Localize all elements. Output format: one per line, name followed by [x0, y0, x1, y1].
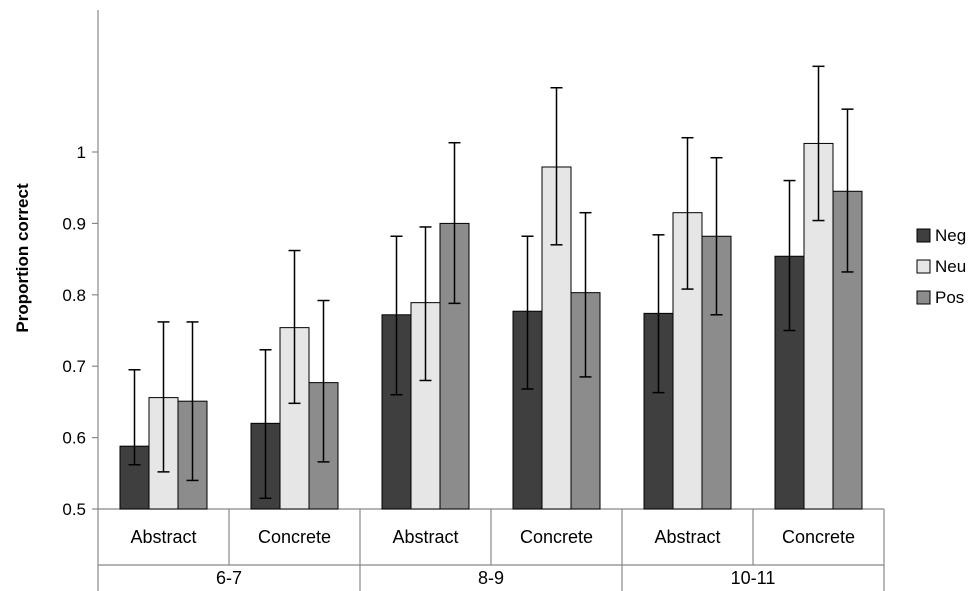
category-label: Abstract [392, 527, 458, 547]
legend: Neg Neu Pos [916, 226, 966, 307]
y-tick-label: 0.7 [62, 357, 86, 376]
bars [119, 142, 863, 510]
category-label: Concrete [782, 527, 855, 547]
category-label: Concrete [520, 527, 593, 547]
category-label: Abstract [130, 527, 196, 547]
legend-swatch-pos [916, 290, 931, 305]
legend-label-pos: Pos [935, 288, 964, 307]
axis-labels: 0.5 0.6 0.7 0.8 0.9 1 Abstract Concrete Abstract… [62, 143, 855, 588]
y-tick-label: 0.9 [62, 214, 86, 233]
group-label: 10-11 [731, 568, 776, 588]
error-bars [128, 65, 854, 500]
group-label: 8-9 [478, 568, 504, 588]
axes [92, 10, 885, 591]
y-tick-label: 0.8 [62, 286, 86, 305]
category-label: Abstract [654, 527, 720, 547]
y-tick-label: 0.5 [62, 500, 86, 519]
legend-swatch-neu [916, 259, 931, 274]
y-tick-label: 0.6 [62, 429, 86, 448]
legend-label-neu: Neu [935, 257, 966, 276]
y-axis-title: Proportion correct [13, 183, 32, 333]
y-tick-label: 1 [77, 143, 86, 162]
category-label: Concrete [258, 527, 331, 547]
legend-label-neg: Neg [935, 226, 966, 245]
bar-neg [119, 445, 150, 510]
group-label: 6-7 [216, 568, 242, 588]
legend-swatch-neg [916, 228, 931, 243]
